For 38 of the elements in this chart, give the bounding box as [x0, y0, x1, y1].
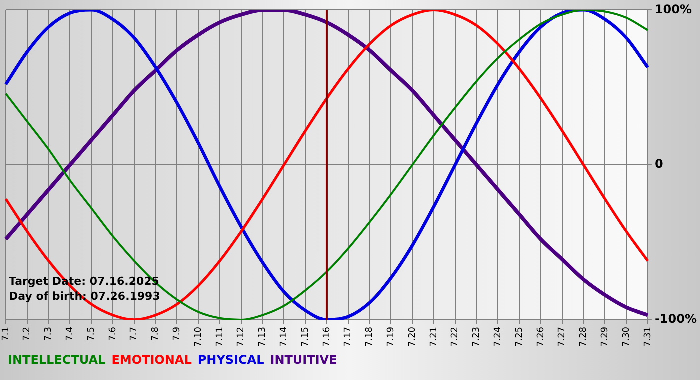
- x-tick-label: 7.21: [429, 326, 440, 348]
- x-tick-label: 7.11: [215, 326, 226, 348]
- y-tick-label: -100%: [654, 312, 698, 326]
- x-tick-label: 7.7: [130, 326, 140, 342]
- y-tick-label: 100%: [654, 2, 692, 16]
- x-tick-label: 7.3: [44, 326, 54, 342]
- x-tick-label: 7.20: [408, 326, 418, 348]
- x-tick-label: 7.31: [643, 326, 654, 348]
- x-tick-label: 7.10: [194, 326, 204, 348]
- x-tick-label: 7.12: [236, 326, 247, 348]
- x-tick-label: 7.13: [258, 326, 268, 348]
- x-tick-label: 7.22: [450, 326, 461, 348]
- x-tick-label: 7.25: [514, 326, 525, 348]
- x-tick-label: 7.14: [280, 326, 290, 348]
- x-tick-label: 7.9: [172, 326, 183, 342]
- x-tick-label: 7.4: [66, 326, 76, 342]
- y-tick-label: 0: [654, 157, 664, 172]
- text: INTELLECTUAL: [8, 353, 106, 367]
- x-tick-label: 7.5: [86, 326, 97, 342]
- text: INTUITIVE: [270, 353, 338, 367]
- text: EMOTIONAL: [112, 353, 192, 367]
- x-tick-label: 7.19: [386, 326, 397, 348]
- x-tick-label: 7.8: [151, 326, 162, 342]
- x-tick-label: 7.26: [536, 326, 546, 348]
- x-tick-label: 7.18: [365, 326, 376, 348]
- x-tick-label: 7.27: [558, 326, 568, 348]
- x-tick-label: 7.30: [622, 326, 632, 348]
- x-tick-label: 7.1: [1, 326, 12, 342]
- x-tick-label: 7.28: [579, 326, 590, 348]
- x-tick-label: 7.15: [300, 326, 311, 348]
- x-tick-label: 7.24: [494, 326, 504, 348]
- x-tick-label: 7.16: [322, 326, 332, 348]
- x-tick-label: 7.2: [22, 326, 33, 342]
- x-tick-label: 7.6: [108, 326, 118, 342]
- x-tick-label: 7.23: [472, 326, 482, 348]
- x-tick-label: 7.17: [344, 326, 354, 348]
- text: PHYSICAL: [198, 353, 264, 367]
- x-tick-label: 7.29: [600, 326, 610, 348]
